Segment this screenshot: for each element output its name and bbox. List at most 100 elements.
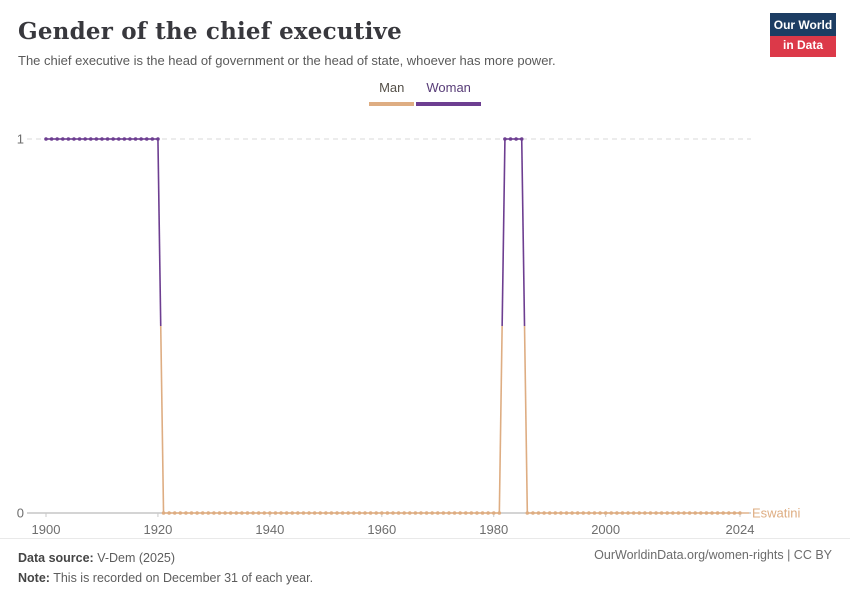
owid-logo-top-text: Our World [773,18,833,32]
legend-label-man: Man [379,80,405,95]
data-point-marker [699,511,703,515]
data-point-marker [88,137,93,141]
data-point-marker [738,511,742,515]
chart-legend: Man Woman [0,80,850,106]
data-point-marker [732,511,737,515]
data-point-marker [441,511,446,515]
entity-label[interactable]: Eswatini [752,506,801,521]
data-point-marker [435,511,440,515]
data-point-marker [402,511,406,515]
series-line-transition [157,138,162,327]
data-point-marker [463,511,468,515]
data-point-marker [318,511,323,515]
data-point-marker [687,511,692,515]
x-tick-label: 1980 [479,522,508,537]
legend-item-man[interactable]: Man [369,80,415,106]
data-point-marker [654,511,658,515]
note-value: This is recorded on December 31 of each … [49,571,314,585]
data-point-marker [570,511,574,515]
data-point-marker [212,511,216,515]
data-point-marker [380,511,384,515]
x-tick-label: 1900 [32,522,61,537]
note-label: Note: [18,571,50,585]
data-point-marker [49,137,54,141]
data-point-marker [424,511,429,515]
data-point-marker [491,511,496,515]
data-point-marker [368,511,373,515]
data-point-marker [503,137,507,141]
data-point-marker [497,511,502,515]
data-point-marker [105,137,110,141]
data-point-marker [100,137,104,141]
page-title: Gender of the chief executive [18,18,402,45]
data-point-marker [542,511,546,515]
data-point-marker [374,511,379,515]
x-tick-label: 1920 [143,522,172,537]
data-point-marker [575,511,580,515]
data-point-marker [273,511,278,515]
data-point-marker [245,511,250,515]
data-point-marker [172,511,177,515]
owid-logo[interactable]: Our World in Data [770,13,836,57]
data-point-marker [715,511,720,515]
legend-label-woman: Woman [426,80,471,95]
data-point-marker [508,137,513,141]
data-point-marker [284,511,289,515]
data-point-marker [307,511,311,515]
data-point-marker [167,511,171,515]
data-point-marker [682,511,686,515]
series-line-transition [523,325,529,514]
data-point-marker [178,511,183,515]
data-point-marker [458,511,462,515]
data-point-marker [514,137,518,141]
footer-link[interactable]: OurWorldinData.org/women-rights | CC BY [594,548,832,562]
data-point-marker [564,511,569,515]
data-point-marker [150,137,155,141]
data-point-marker [324,511,328,515]
data-point-marker [475,511,479,515]
data-point-marker [536,511,541,515]
data-point-marker [710,511,714,515]
data-point-marker [553,511,558,515]
x-tick-label: 1960 [367,522,396,537]
data-point-marker [346,511,351,515]
series-line-transition [159,325,165,514]
data-source-label: Data source: [18,551,94,565]
x-tick-label: 2024 [726,522,755,537]
chart-subtitle: The chief executive is the head of gover… [18,53,556,68]
data-point-marker [161,511,166,515]
series-line-transition [501,138,506,327]
y-tick-label: 1 [17,132,24,147]
data-point-marker [559,511,563,515]
chart-header: Gender of the chief executive The chief … [0,0,850,68]
data-point-marker [55,137,59,141]
data-point-marker [385,511,390,515]
data-point-marker [447,511,451,515]
data-point-marker [340,511,345,515]
data-point-marker [111,137,115,141]
legend-item-woman[interactable]: Woman [416,80,481,106]
data-point-marker [133,137,138,141]
data-point-marker [329,511,334,515]
data-point-marker [665,511,670,515]
data-point-marker [312,511,317,515]
data-point-marker [83,137,87,141]
data-point-marker [156,137,160,141]
data-point-marker [116,137,121,141]
data-point-marker [44,137,48,141]
data-point-marker [598,511,602,515]
data-point-marker [296,511,300,515]
data-point-marker [419,511,423,515]
data-point-marker [256,511,261,515]
data-point-marker [290,511,295,515]
data-point-marker [200,511,205,515]
series-line-transition [498,325,503,514]
data-point-marker [643,511,647,515]
data-point-marker [72,137,76,141]
x-tick-label: 2000 [591,522,620,537]
data-point-marker [94,137,99,141]
data-point-marker [206,511,211,515]
data-point-marker [704,511,709,515]
data-point-marker [581,511,586,515]
data-point-marker [301,511,306,515]
